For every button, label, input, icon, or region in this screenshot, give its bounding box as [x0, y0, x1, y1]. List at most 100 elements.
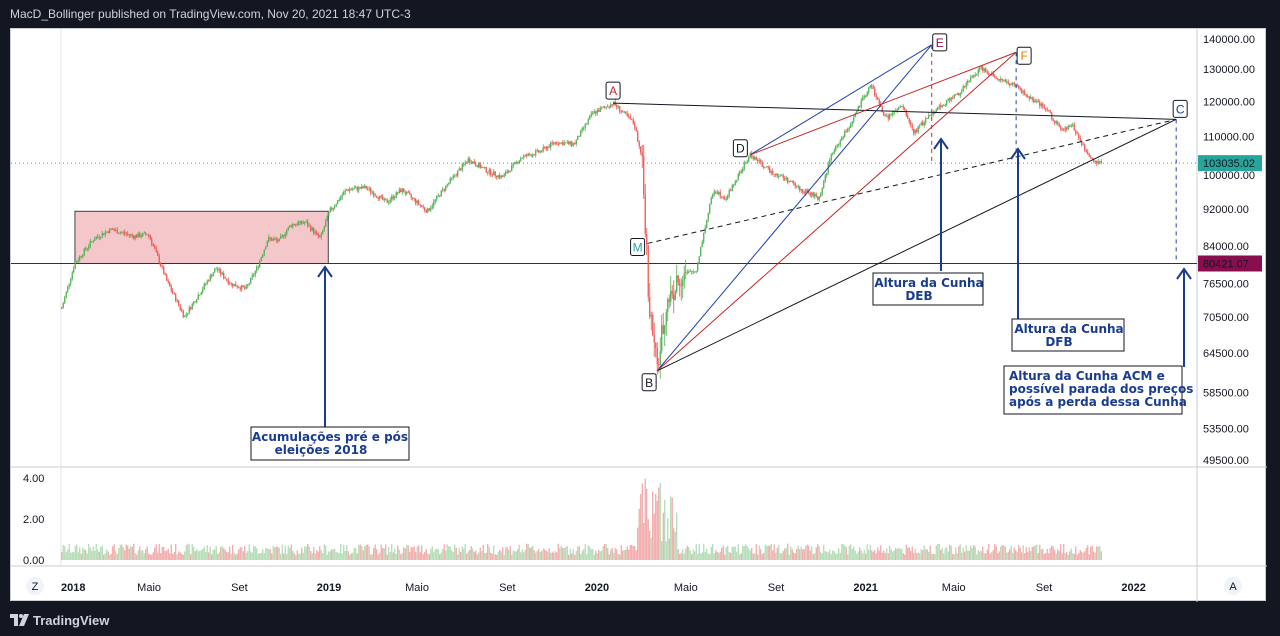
candle — [299, 220, 301, 560]
volume-bar — [1058, 551, 1060, 560]
volume-bar — [752, 553, 754, 560]
auto-scale-button-right[interactable]: A — [1224, 577, 1242, 595]
button-label: Z — [32, 581, 39, 593]
candle-body — [491, 174, 493, 176]
candle-body — [557, 144, 559, 145]
candle-body — [235, 284, 237, 287]
volume-bar — [566, 545, 568, 560]
volume-bar — [872, 551, 874, 560]
volume-tick-label: 0.00 — [23, 555, 44, 567]
candle — [704, 224, 706, 560]
candle — [332, 207, 334, 560]
candle-body — [506, 171, 508, 173]
candle — [616, 103, 618, 560]
candle — [440, 190, 442, 560]
volume-bar — [230, 553, 232, 560]
volume-bar — [278, 547, 280, 560]
candle — [800, 188, 802, 560]
time-tick-label: Set — [1036, 582, 1053, 594]
candle — [626, 110, 628, 560]
auto-scale-button-left[interactable]: Z — [26, 577, 44, 595]
candle — [532, 153, 534, 560]
volume-bar — [248, 544, 250, 560]
volume-bar — [358, 544, 360, 560]
candle-body — [419, 204, 421, 206]
candle-body — [263, 249, 265, 255]
candle-body — [376, 195, 378, 198]
candle — [551, 140, 553, 560]
pattern-point-label: E — [936, 36, 944, 50]
volume-bar — [841, 543, 843, 560]
volume-bar — [991, 552, 993, 560]
candle — [121, 231, 123, 560]
candle-body — [442, 189, 444, 191]
candle-body — [851, 121, 853, 125]
candle — [139, 231, 141, 560]
volume-bar — [416, 546, 418, 560]
candle-body — [682, 280, 684, 286]
candle-body — [395, 192, 397, 198]
candle-body — [803, 191, 805, 194]
candle-body — [866, 92, 868, 97]
candle — [392, 194, 394, 560]
candle-body — [1049, 110, 1051, 113]
candle — [757, 158, 759, 560]
volume-bar — [553, 552, 555, 560]
volume-bar — [380, 544, 382, 560]
volume-bar — [943, 553, 945, 560]
volume-bar — [1097, 546, 1099, 560]
volume-bar — [544, 549, 546, 560]
candle — [502, 174, 504, 560]
candle-body — [245, 286, 247, 289]
candle-body — [934, 112, 936, 114]
volume-bar — [901, 549, 903, 560]
candle-body — [562, 142, 564, 146]
candle-body — [278, 238, 280, 242]
candle-body — [695, 270, 697, 272]
volume-bar — [173, 552, 175, 560]
volume-bar — [218, 552, 220, 560]
volume-bar — [764, 544, 766, 560]
candle-body — [629, 116, 631, 120]
volume-bar — [670, 496, 672, 560]
candle — [1070, 123, 1072, 560]
candle-body — [1099, 161, 1101, 162]
volume-bar — [785, 547, 787, 560]
tradingview-logo-icon — [10, 614, 29, 626]
volume-bar — [676, 512, 678, 560]
candle — [586, 122, 588, 560]
price-tick-label: 49500.00 — [1203, 455, 1249, 467]
volume-bar — [443, 544, 445, 560]
candle — [974, 72, 976, 560]
candle-body — [170, 286, 172, 291]
candle — [628, 113, 630, 560]
chart-frame[interactable]: A B M D E F C Acumulações pré e pós eleições 201… — [10, 28, 1267, 602]
volume-bar — [751, 547, 753, 560]
candle — [986, 69, 988, 560]
volume-bar — [743, 546, 745, 560]
volume-bar — [214, 549, 216, 560]
candle — [473, 158, 475, 560]
price-tick-label: 140000.00 — [1203, 34, 1255, 46]
candle — [341, 192, 343, 560]
volume-bar — [233, 552, 235, 560]
volume-bar — [118, 548, 120, 560]
volume-bar — [610, 549, 612, 560]
candle-body — [757, 160, 759, 162]
volume-bar — [574, 554, 576, 560]
candle-body — [209, 275, 211, 281]
candle-body — [818, 196, 820, 200]
candle-body — [481, 167, 483, 168]
candle-body — [400, 189, 402, 193]
volume-bar — [1087, 545, 1089, 560]
candle — [637, 130, 639, 560]
candle-body — [998, 79, 1000, 81]
candle — [1004, 78, 1006, 560]
volume-bar — [640, 494, 642, 560]
candle-body — [793, 181, 795, 184]
candle — [416, 200, 418, 560]
volume-bar — [130, 546, 132, 560]
candle — [859, 105, 861, 560]
candle — [773, 174, 775, 560]
